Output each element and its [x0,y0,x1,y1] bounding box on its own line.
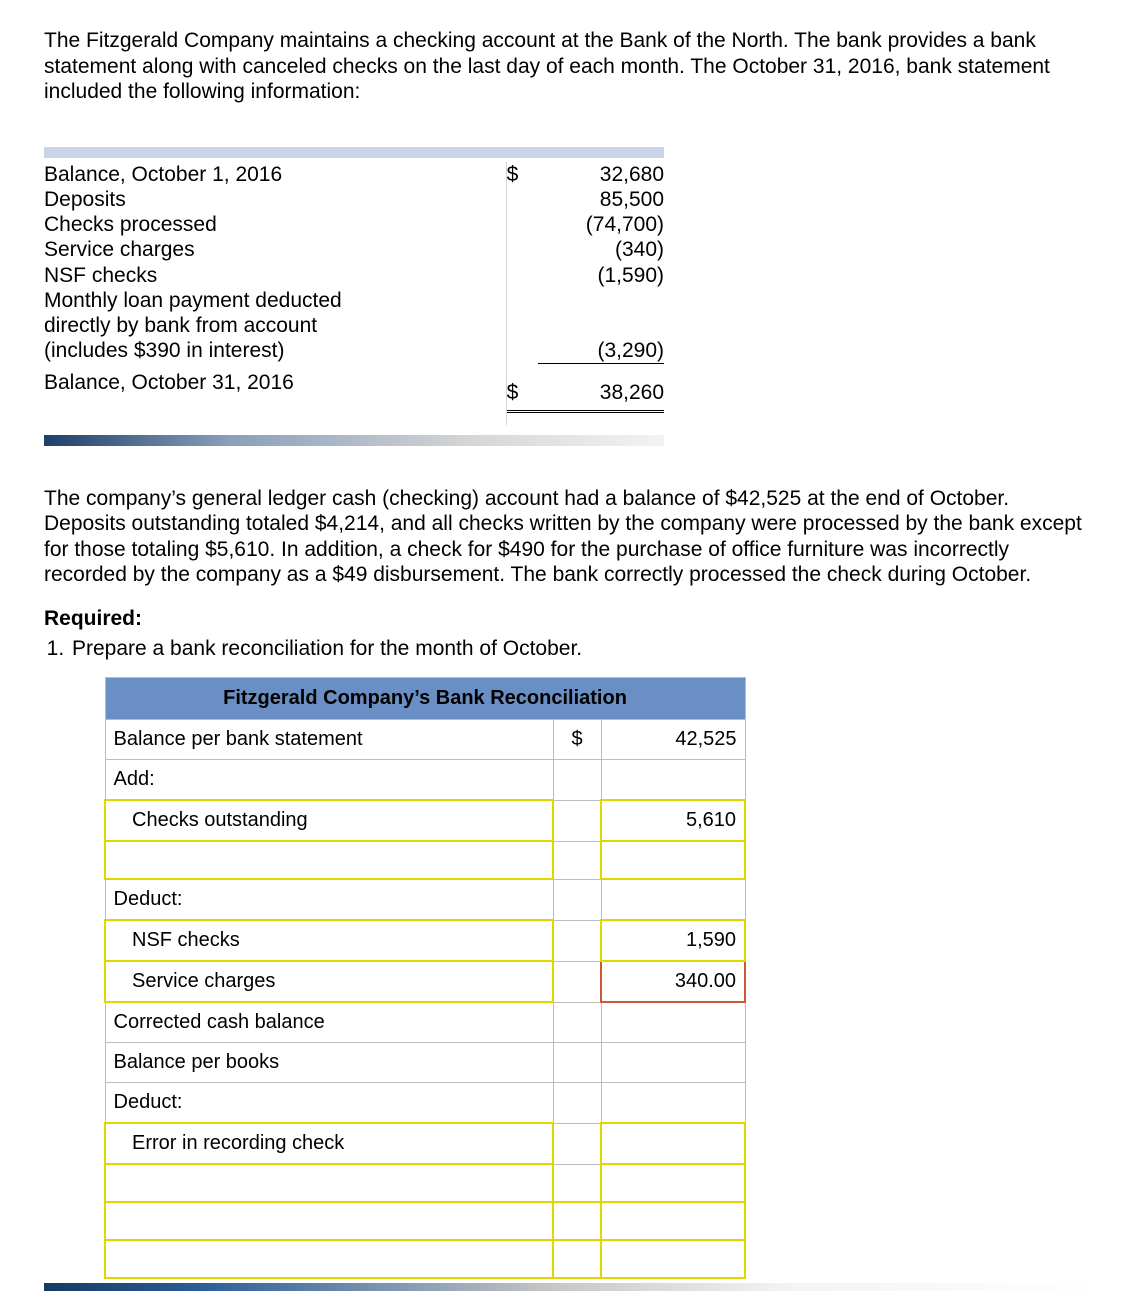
recon-input-amount[interactable] [601,1123,745,1164]
stmt-row-amount: (74,700) [538,212,664,237]
recon-title: Fitzgerald Company’s Bank Reconciliation [105,678,745,720]
stmt-row-dollar [506,187,538,212]
reconciliation: Fitzgerald Company’s Bank Reconciliation… [104,677,744,1279]
recon-row-label: Add: [105,760,553,801]
recon-total-cell[interactable] [601,1002,745,1043]
stmt-row-label: (includes $390 in interest) [44,338,506,364]
stmt-row-dollar [506,237,538,262]
recon-row-label: Deduct: [105,1083,553,1124]
recon-row-label: Balance per books [105,1043,553,1083]
recon-input-amount[interactable] [601,1164,745,1202]
stmt-row-dollar [506,263,538,288]
stmt-ending-amount: 38,260 [538,370,664,405]
recon-input-label[interactable] [105,1240,553,1278]
bank-statement: Balance, October 1, 2016 $ 32,680 Deposi… [44,147,664,446]
recon-input-label[interactable] [105,1202,553,1240]
required-list: Prepare a bank reconciliation for the mo… [44,636,1092,662]
stmt-row-amount: (1,590) [538,263,664,288]
recon-row-amount[interactable]: 42,525 [601,720,745,760]
stmt-row-amount: (340) [538,237,664,262]
stmt-row-label: NSF checks [44,263,506,288]
recon-input-label[interactable] [105,841,553,879]
stmt-table: Balance, October 1, 2016 $ 32,680 Deposi… [44,162,664,425]
stmt-row-label: Balance, October 1, 2016 [44,162,506,187]
stmt-row-amount: (3,290) [538,338,664,364]
stmt-ending-label: Balance, October 31, 2016 [44,370,506,405]
recon-input-label[interactable] [105,1164,553,1202]
stmt-top-bar [44,147,664,158]
recon-input-label[interactable]: NSF checks [105,920,553,961]
stmt-row-dollar [506,212,538,237]
footer-gradient-bar [44,1283,1102,1291]
recon-row-label: Deduct: [105,879,553,920]
intro-paragraph: The Fitzgerald Company maintains a check… [44,28,1092,105]
stmt-row-amount: 32,680 [538,162,664,187]
double-underline [538,406,664,413]
stmt-ending-dollar: $ [506,370,538,405]
recon-row-label: Balance per bank statement [105,720,553,760]
stmt-row-label: Monthly loan payment deducted [44,288,506,313]
stmt-row-dollar: $ [506,162,538,187]
required-item: Prepare a bank reconciliation for the mo… [70,636,1092,662]
page-root: The Fitzgerald Company maintains a check… [0,0,1136,1291]
stmt-row-amount: 85,500 [538,187,664,212]
double-underline [507,406,538,413]
stmt-row-label: Service charges [44,237,506,262]
middle-paragraph: The company’s general ledger cash (check… [44,486,1092,588]
recon-table: Fitzgerald Company’s Bank Reconciliation… [104,677,746,1279]
recon-input-amount[interactable] [601,841,745,879]
stmt-row-label: Checks processed [44,212,506,237]
recon-input-amount[interactable]: 5,610 [601,800,745,841]
recon-row-dollar: $ [553,720,601,760]
recon-input-amount[interactable]: 1,590 [601,920,745,961]
stmt-bottom-bar [44,435,664,446]
recon-input-amount[interactable] [601,1202,745,1240]
recon-row-label: Corrected cash balance [105,1002,553,1043]
recon-input-label[interactable]: Checks outstanding [105,800,553,841]
stmt-row-label: Deposits [44,187,506,212]
recon-input-amount-active[interactable]: 340.00 [601,961,745,1002]
recon-input-amount[interactable] [601,1240,745,1278]
stmt-row-label: directly by bank from account [44,313,506,338]
recon-input-label[interactable]: Error in recording check [105,1123,553,1164]
recon-input-label[interactable]: Service charges [105,961,553,1002]
required-label: Required: [44,606,1092,632]
